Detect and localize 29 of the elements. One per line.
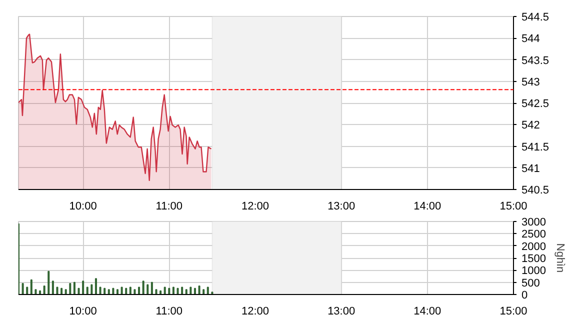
y-tick-label: 544 (522, 33, 540, 46)
y-tick-label: 544.5 (522, 12, 550, 24)
y-tick-label: 1500 (522, 253, 546, 265)
y-tick-label: 543.5 (522, 54, 550, 67)
x-tick-label: 14:00 (414, 200, 442, 212)
x-tick-label: 10:00 (69, 200, 97, 212)
y-axis-title: Nghìn (554, 243, 566, 273)
x-tick-label: 12:00 (241, 200, 270, 212)
y-tick-label: 541 (522, 162, 540, 175)
x-tick-label: 15:00 (500, 200, 528, 212)
y-tick-label: 542.5 (522, 98, 550, 110)
x-tick-label: 13:00 (328, 306, 356, 318)
x-tick-label: 10:00 (69, 306, 97, 318)
x-tick-label: 11:00 (156, 200, 183, 212)
y-tick-label: 1000 (522, 265, 546, 278)
x-tick-label: 14:00 (414, 306, 442, 318)
x-tick-label: 13:00 (328, 200, 356, 212)
y-tick-label: 542 (522, 120, 540, 132)
y-tick-label: 543 (522, 76, 540, 88)
x-tick-label: 15:00 (500, 306, 528, 318)
y-tick-label: 540.5 (522, 184, 550, 196)
y-tick-label: 2000 (522, 240, 546, 253)
y-tick-label: 500 (522, 277, 540, 290)
y-tick-label: 541.5 (522, 141, 550, 154)
y-tick-label: 3000 (522, 216, 546, 228)
x-tick-label: 12:00 (241, 306, 270, 318)
y-tick-label: 0 (522, 290, 528, 302)
y-tick-label: 2500 (522, 228, 546, 241)
x-tick-label: 11:00 (156, 306, 183, 318)
